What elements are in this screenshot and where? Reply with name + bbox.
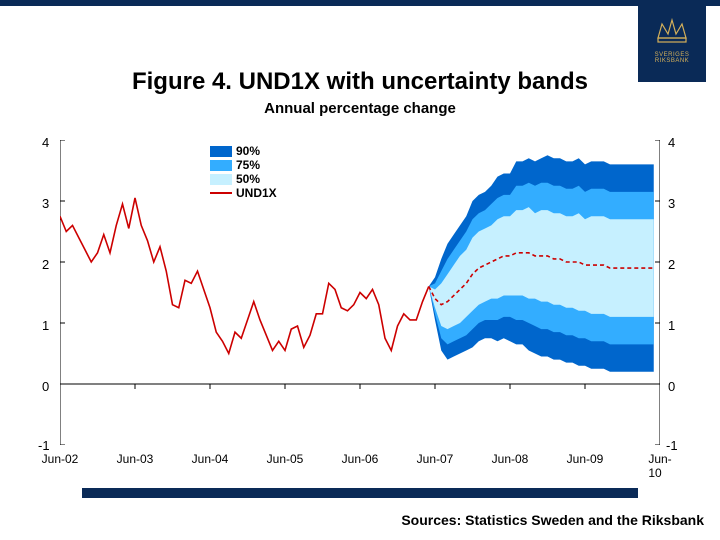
top-bar [0,0,720,6]
slide: SVERIGES RIKSBANK Figure 4. UND1X with u… [0,0,720,540]
ytick-left-4: 4 [42,135,49,150]
xtick-6: Jun-08 [492,452,529,466]
chart-title: Figure 4. UND1X with uncertainty bands [0,68,720,96]
ytick-left-0: 0 [42,379,49,394]
legend-label-50: 50% [236,172,260,186]
chart-subtitle: Annual percentage change [0,100,720,117]
bottom-navy-bar [82,488,638,498]
legend-swatch-90 [210,146,232,157]
xtick-2: Jun-04 [192,452,229,466]
ytick-right-n1: -1 [666,438,678,453]
legend-item-75: 75% [210,158,277,172]
xtick-8: Jun-10 [648,452,671,480]
xtick-5: Jun-07 [417,452,454,466]
xtick-0: Jun-02 [42,452,79,466]
ytick-right-1: 1 [668,318,675,333]
legend-item-line: UND1X [210,186,277,200]
legend-swatch-75 [210,160,232,171]
xtick-4: Jun-06 [342,452,379,466]
ytick-right-4: 4 [668,135,675,150]
chart-container: 4 3 2 1 0 -1 4 3 2 1 0 -1 Jun-02 Jun-03 … [60,140,660,470]
ytick-left-3: 3 [42,196,49,211]
ytick-left-2: 2 [42,257,49,272]
xtick-7: Jun-09 [567,452,604,466]
logo-text: SVERIGES RIKSBANK [638,52,706,64]
crown-icon [654,14,690,48]
legend-label-90: 90% [236,144,260,158]
legend-label-line: UND1X [236,186,277,200]
legend-swatch-line [210,192,232,194]
chart-svg [60,140,660,445]
ytick-left-n1: -1 [38,438,50,453]
xtick-1: Jun-03 [117,452,154,466]
legend-label-75: 75% [236,158,260,172]
legend-item-90: 90% [210,144,277,158]
ytick-right-0: 0 [668,379,675,394]
ytick-right-2: 2 [668,257,675,272]
legend-item-50: 50% [210,172,277,186]
ytick-right-3: 3 [668,196,675,211]
sources-text: Sources: Statistics Sweden and the Riksb… [401,512,704,528]
xtick-3: Jun-05 [267,452,304,466]
legend: 90% 75% 50% UND1X [210,144,277,200]
ytick-left-1: 1 [42,318,49,333]
legend-swatch-50 [210,174,232,185]
